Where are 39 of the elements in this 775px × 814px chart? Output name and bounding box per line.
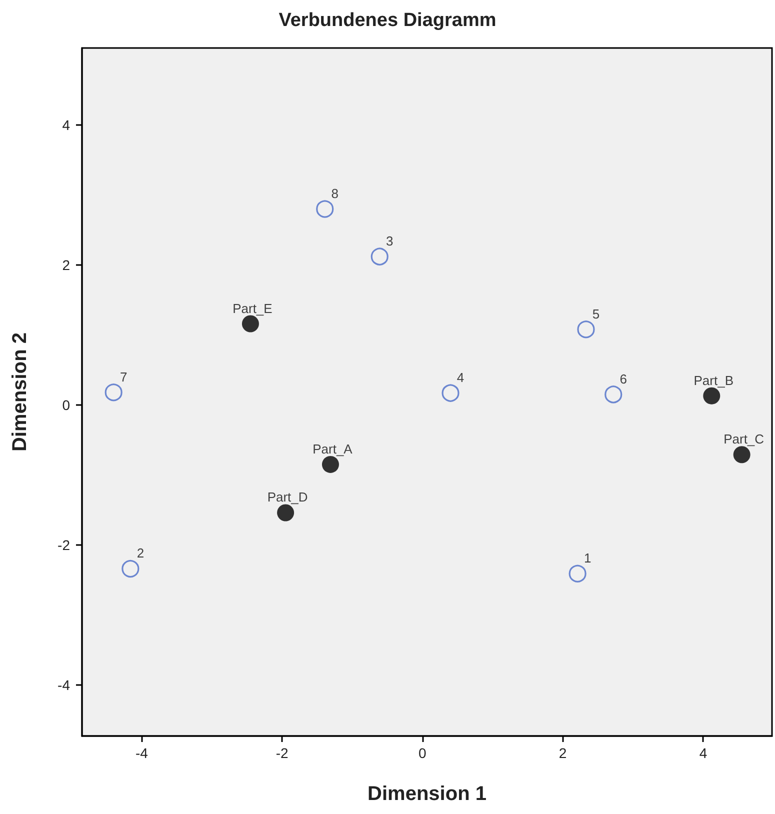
annotation: Part_A — [312, 441, 353, 456]
point — [442, 384, 460, 402]
y-axis-title: Dimension 2 — [9, 332, 31, 452]
x-axis-title: Dimension 1 — [368, 783, 486, 805]
point — [104, 384, 122, 402]
annotation: 4 — [456, 370, 464, 386]
annotation: 3 — [386, 234, 394, 249]
annotation: 2 — [136, 546, 144, 561]
annotation: Part_D — [267, 490, 308, 505]
point — [370, 248, 388, 266]
annotation: 1 — [584, 550, 592, 566]
y-tick-label: -2 — [58, 536, 70, 553]
point — [322, 456, 339, 473]
y-tick-label: 4 — [62, 116, 70, 133]
annotation: Part_B — [694, 372, 734, 388]
point — [316, 200, 334, 218]
point — [568, 564, 586, 582]
annotation: 7 — [120, 369, 128, 384]
annotation: 8 — [331, 186, 338, 201]
x-tick-label: 2 — [558, 745, 567, 761]
chart-title: Verbundenes Diagramm — [278, 10, 496, 31]
annotation: Part_C — [724, 432, 764, 447]
point — [577, 320, 595, 338]
y-tick-label: 0 — [62, 396, 70, 413]
point — [277, 504, 294, 522]
point — [242, 315, 259, 332]
annotation: 5 — [592, 306, 600, 322]
y-tick-label: 2 — [62, 256, 70, 273]
annotation: Part_E — [232, 300, 273, 316]
point — [122, 560, 140, 578]
x-tick-label: 4 — [699, 745, 708, 761]
point — [733, 446, 750, 464]
y-tick-label: -4 — [58, 676, 70, 693]
x-tick-label: 0 — [418, 745, 427, 761]
x-tick-label: -2 — [276, 745, 288, 761]
annotation: 6 — [620, 371, 627, 386]
x-tick-label: -4 — [135, 745, 148, 761]
point — [604, 386, 622, 404]
point — [703, 387, 720, 404]
